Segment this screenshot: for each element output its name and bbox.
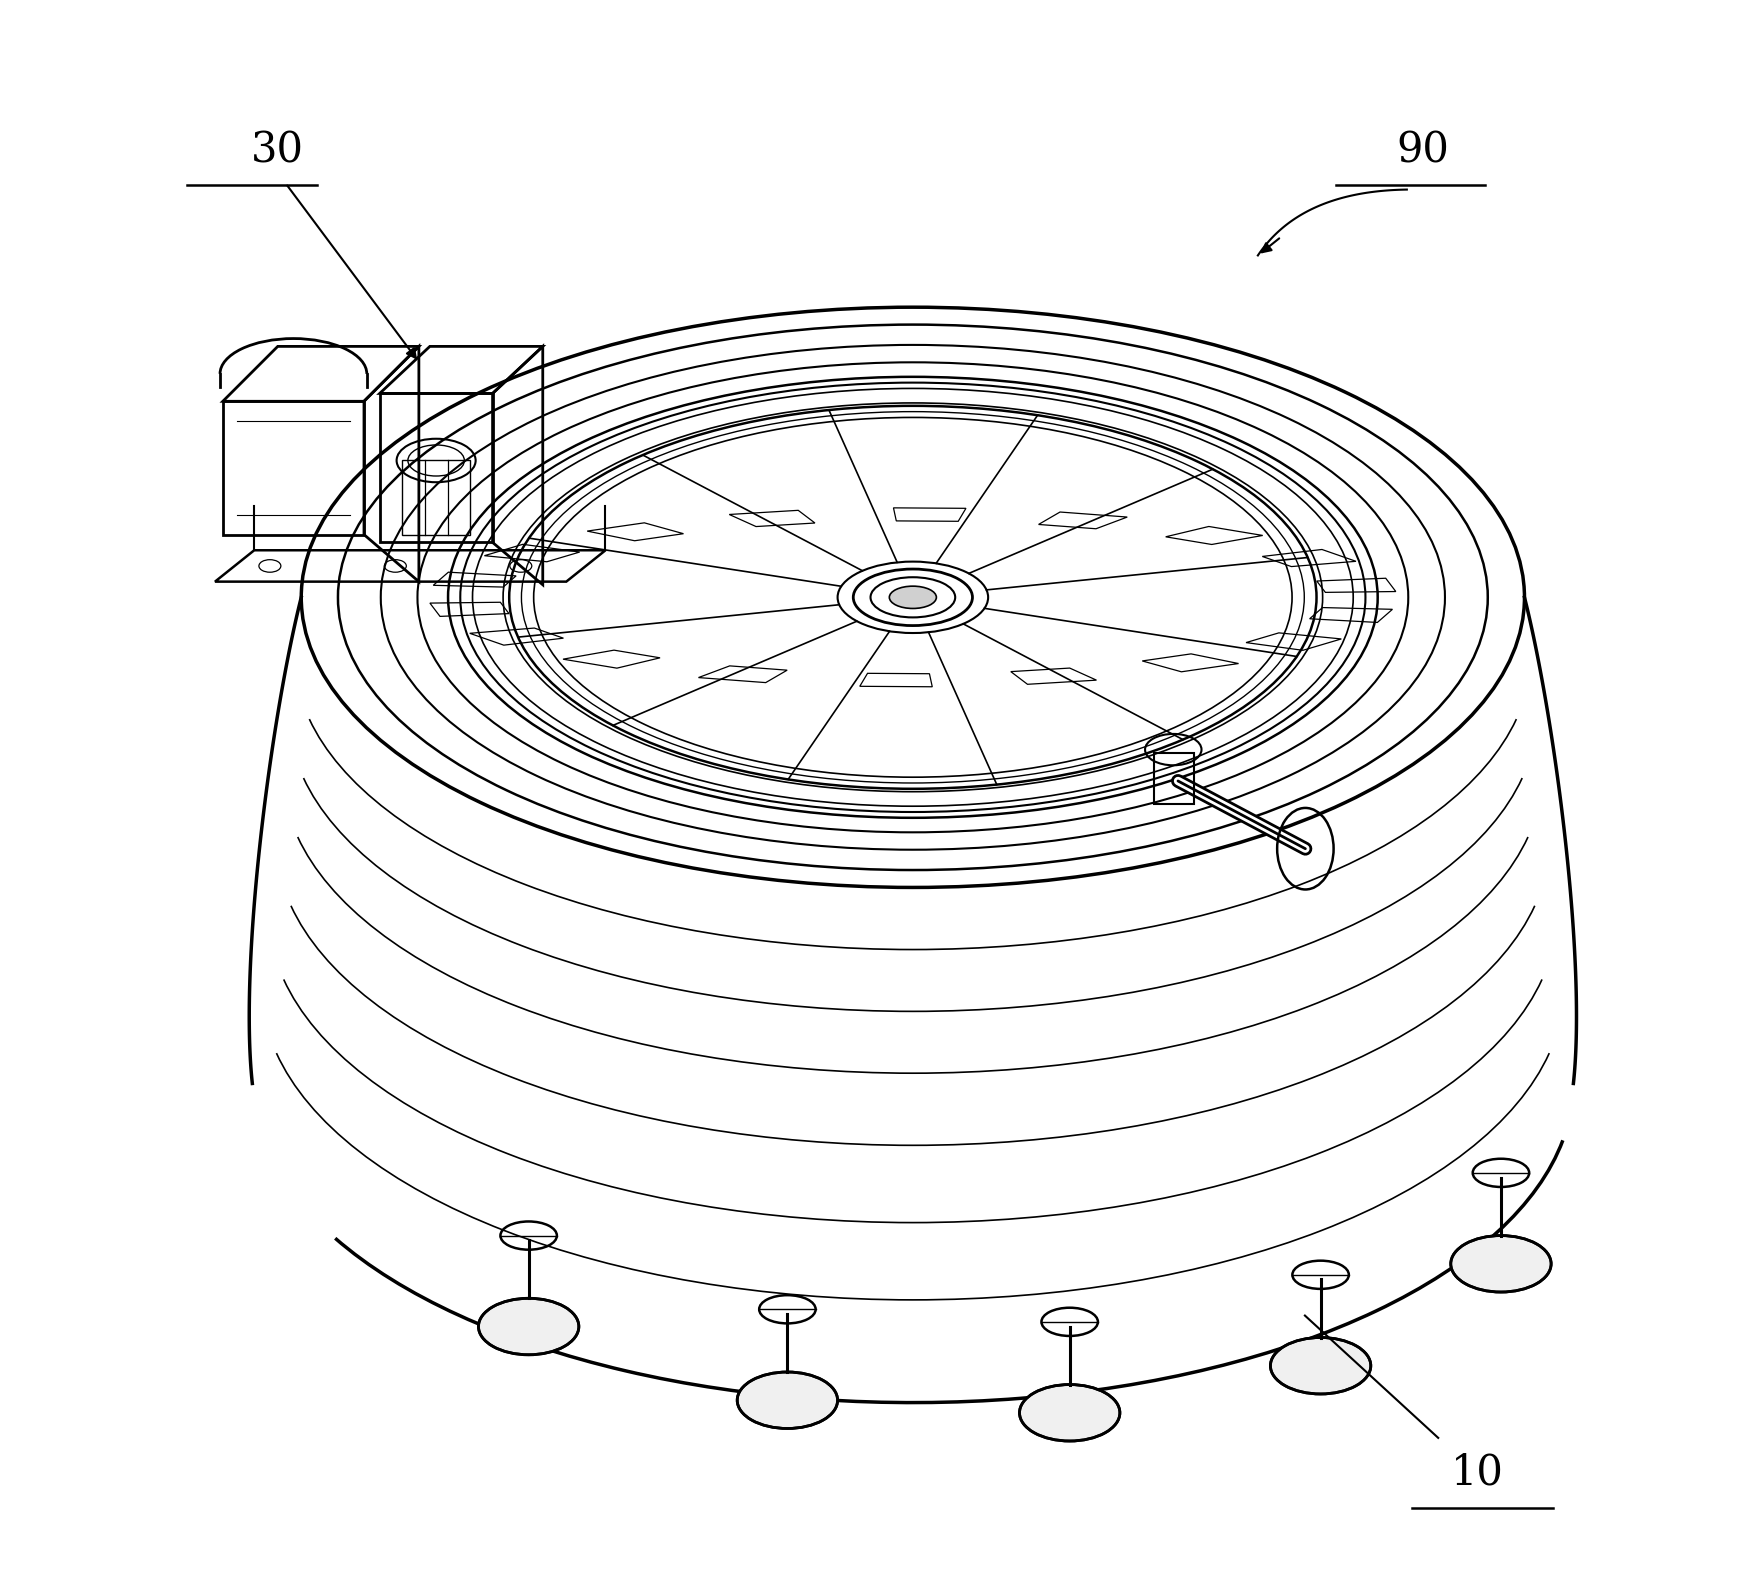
- Text: 10: 10: [1451, 1452, 1504, 1494]
- Ellipse shape: [1451, 1235, 1551, 1291]
- Ellipse shape: [1019, 1384, 1120, 1441]
- Ellipse shape: [478, 1298, 578, 1354]
- Text: 30: 30: [252, 129, 305, 171]
- Text: 90: 90: [1396, 129, 1449, 171]
- Ellipse shape: [737, 1371, 837, 1428]
- Ellipse shape: [1271, 1337, 1372, 1393]
- Ellipse shape: [889, 586, 936, 608]
